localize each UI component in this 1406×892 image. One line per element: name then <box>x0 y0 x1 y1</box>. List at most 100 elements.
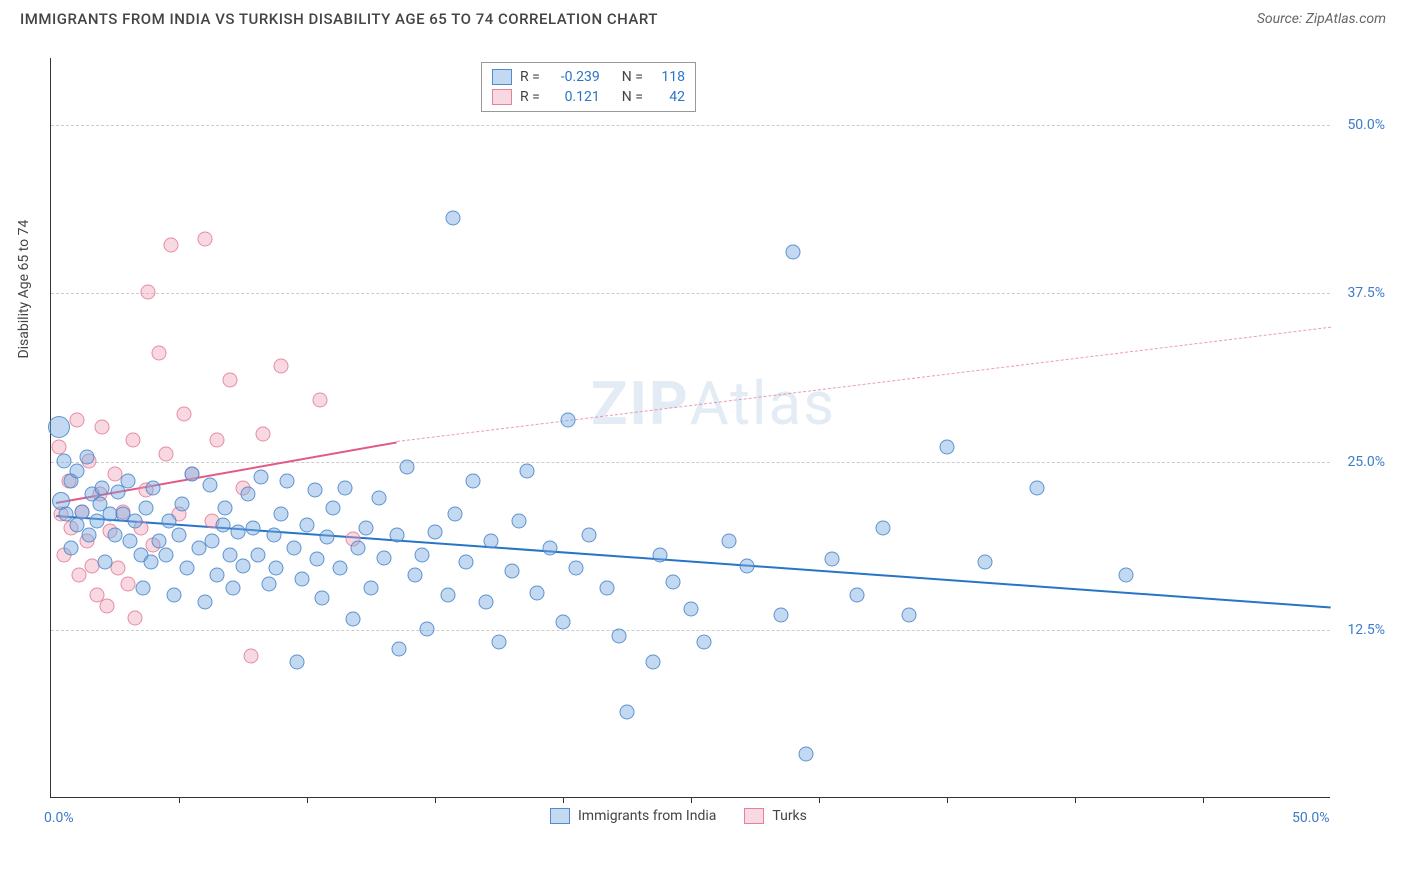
data-point <box>876 520 891 535</box>
data-point <box>722 534 737 549</box>
legend-swatch-blue <box>550 808 570 824</box>
data-point <box>243 648 258 663</box>
data-point <box>512 514 527 529</box>
data-point <box>172 527 187 542</box>
corr-r-label: R = <box>520 89 540 105</box>
x-tick <box>307 797 308 803</box>
data-point <box>256 426 271 441</box>
data-point <box>161 514 176 529</box>
data-point <box>358 520 373 535</box>
legend-swatch-pink <box>744 808 764 824</box>
data-point <box>351 541 366 556</box>
data-point <box>312 393 327 408</box>
data-point <box>123 534 138 549</box>
legend-label: Turks <box>772 808 807 824</box>
data-point <box>230 524 245 539</box>
data-point <box>824 551 839 566</box>
data-point <box>740 558 755 573</box>
data-point <box>251 547 266 562</box>
data-point <box>274 359 289 374</box>
y-tick-label: 12.5% <box>1347 622 1385 638</box>
x-tick <box>947 797 948 803</box>
data-point <box>166 588 181 603</box>
data-point <box>64 541 79 556</box>
data-point <box>940 440 955 455</box>
legend: Immigrants from India Turks <box>550 808 807 824</box>
data-point <box>72 568 87 583</box>
legend-item: Immigrants from India <box>550 808 716 824</box>
data-point <box>218 500 233 515</box>
data-point <box>95 480 110 495</box>
data-point <box>120 473 135 488</box>
data-point <box>174 496 189 511</box>
data-point <box>300 518 315 533</box>
data-point <box>197 231 212 246</box>
corr-n-label: N = <box>622 69 643 85</box>
data-point <box>371 491 386 506</box>
x-tick <box>563 797 564 803</box>
data-point <box>287 541 302 556</box>
x-axis-start-label: 0.0% <box>44 810 74 826</box>
data-point <box>128 514 143 529</box>
y-axis-title: Disability Age 65 to 74 <box>16 220 32 359</box>
data-point <box>141 285 156 300</box>
data-point <box>261 577 276 592</box>
data-point <box>120 577 135 592</box>
data-point <box>125 433 140 448</box>
y-tick-label: 25.0% <box>1347 454 1385 470</box>
data-point <box>279 473 294 488</box>
data-point <box>179 561 194 576</box>
data-point <box>202 477 217 492</box>
data-point <box>215 518 230 533</box>
data-point <box>159 446 174 461</box>
grid-line <box>51 630 1330 631</box>
watermark-bold: ZIP <box>591 368 690 439</box>
data-point <box>164 238 179 253</box>
corr-swatch <box>492 69 512 85</box>
x-tick <box>691 797 692 803</box>
corr-n-label: N = <box>622 89 643 105</box>
data-point <box>95 420 110 435</box>
legend-item: Turks <box>744 808 807 824</box>
x-tick <box>819 797 820 803</box>
data-point <box>138 500 153 515</box>
data-point <box>346 612 361 627</box>
watermark: ZIPAtlas <box>591 368 836 439</box>
data-point <box>684 601 699 616</box>
data-point <box>110 561 125 576</box>
grid-line <box>51 125 1330 126</box>
data-point <box>376 550 391 565</box>
data-point <box>696 635 711 650</box>
correlation-box: R =-0.239N =118R =0.121N =42 <box>481 62 696 112</box>
data-point <box>97 554 112 569</box>
data-point <box>79 449 94 464</box>
data-point <box>210 568 225 583</box>
corr-n-value: 42 <box>651 89 685 105</box>
data-point <box>136 581 151 596</box>
data-point <box>289 655 304 670</box>
grid-line <box>51 462 1330 463</box>
data-point <box>274 507 289 522</box>
data-point <box>100 598 115 613</box>
data-point <box>561 413 576 428</box>
data-point <box>151 346 166 361</box>
data-point <box>392 642 407 657</box>
data-point <box>666 574 681 589</box>
corr-n-value: 118 <box>651 69 685 85</box>
data-point <box>320 530 335 545</box>
data-point <box>581 527 596 542</box>
grid-line <box>51 293 1330 294</box>
data-point <box>325 500 340 515</box>
data-point <box>786 245 801 260</box>
data-point <box>466 473 481 488</box>
data-point <box>1119 568 1134 583</box>
data-point <box>225 581 240 596</box>
data-point <box>184 467 199 482</box>
data-point <box>253 469 268 484</box>
x-tick <box>435 797 436 803</box>
trend-line <box>397 327 1332 442</box>
data-point <box>223 547 238 562</box>
data-point <box>74 504 89 519</box>
data-point <box>799 746 814 761</box>
data-point <box>197 594 212 609</box>
